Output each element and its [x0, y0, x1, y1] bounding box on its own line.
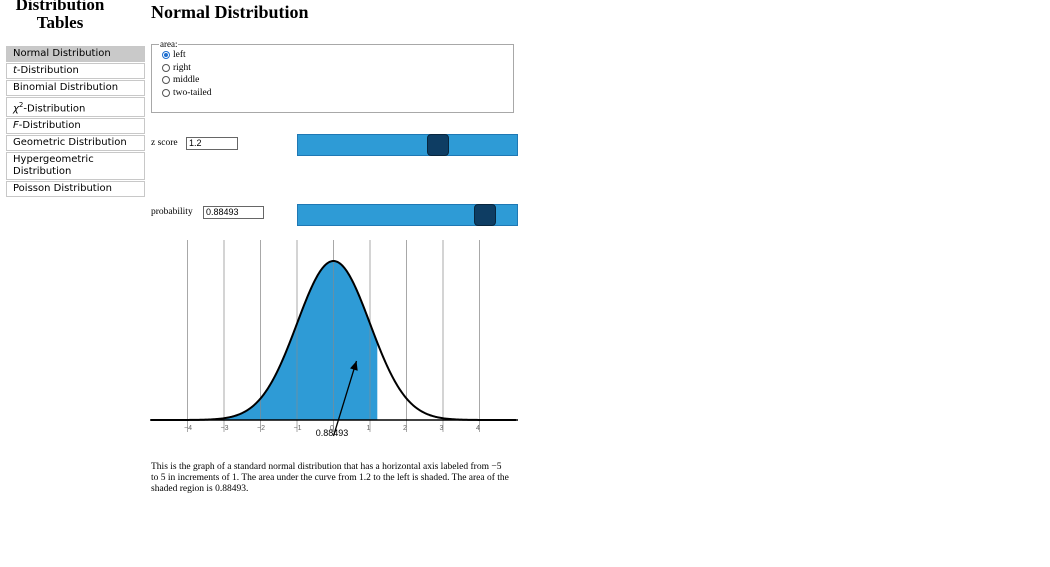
sidebar-item-label: -Distribution — [16, 65, 79, 76]
area-option-1[interactable]: right — [162, 62, 513, 75]
sidebar-item-superscript: 2 — [18, 101, 24, 109]
sidebar-item-label: Normal Distribution — [13, 48, 111, 59]
sidebar-item-6[interactable]: Hypergeometric Distribution — [6, 152, 145, 181]
probability-input[interactable]: 0.88493 — [203, 206, 264, 219]
shaded-area — [151, 261, 378, 420]
area-legend: area: — [160, 39, 178, 49]
sidebar-item-label: Geometric Distribution — [13, 137, 127, 149]
area-radio-button[interactable] — [162, 51, 170, 60]
probability-slider[interactable] — [297, 204, 518, 226]
x-tick-label-3: −1 — [294, 425, 302, 432]
zscore-slider[interactable] — [297, 134, 518, 156]
sidebar-title-line2: Tables — [36, 13, 84, 32]
sidebar-item-prefix: F — [13, 120, 19, 132]
x-tick-label-7: 3 — [440, 425, 444, 432]
area-fieldset: area: left right middle two-tailed — [151, 39, 514, 113]
sidebar-item-1[interactable]: t-Distribution — [6, 63, 145, 79]
sidebar-item-label: Binomial Distribution — [13, 82, 119, 93]
area-option-0[interactable]: left — [162, 49, 513, 62]
page-title: Normal Distribution — [151, 2, 309, 22]
area-arrowhead — [350, 361, 358, 371]
x-tick-label-1: −3 — [221, 425, 229, 432]
sidebar-item-3[interactable]: χ2-Distribution — [6, 97, 145, 118]
zscore-slider-handle[interactable] — [427, 134, 450, 156]
probability-slider-handle[interactable] — [474, 204, 497, 226]
x-tick-label-4: 0 — [330, 425, 334, 432]
x-tick-label-8: 4 — [476, 425, 480, 432]
sidebar-item-prefix: χ — [13, 103, 19, 115]
sidebar-title: Distribution Tables — [6, 0, 114, 32]
area-option-label: right — [173, 62, 191, 73]
x-tick-label-0: −4 — [184, 425, 192, 432]
area-option-3[interactable]: two-tailed — [162, 87, 513, 100]
normal-distribution-graph: −4 −3 −2 −1 0 1 2 3 4 0.88493 — [150, 240, 518, 438]
sidebar-item-prefix: t — [13, 65, 17, 76]
sidebar-title-line1: Distribution — [15, 0, 105, 14]
sidebar-item-7[interactable]: Poisson Distribution — [6, 181, 145, 198]
sidebar-item-5[interactable]: Geometric Distribution — [6, 135, 145, 152]
area-option-label: middle — [173, 75, 200, 86]
area-arrow — [332, 360, 358, 437]
sidebar-item-label: -Distribution — [18, 120, 81, 132]
x-tick-label-5: 1 — [367, 425, 371, 432]
x-tick-label-6: 2 — [403, 425, 407, 432]
normal-curve — [151, 259, 516, 421]
sidebar-item-label: Hypergeometric Distribution — [13, 154, 94, 178]
area-option-2[interactable]: middle — [162, 74, 513, 87]
sidebar-nav: Normal Distribution t-Distribution Binomia… — [6, 46, 145, 198]
area-value-label: 0.88493 — [316, 428, 349, 438]
x-tick-label-2: −2 — [257, 425, 265, 432]
sidebar-item-4[interactable]: F-Distribution — [6, 118, 145, 135]
area-option-label: left — [173, 50, 186, 61]
zscore-label: z score — [151, 138, 178, 148]
sidebar-item-label: -Distribution — [23, 103, 86, 115]
sidebar-item-label: Poisson Distribution — [13, 183, 112, 195]
sidebar-item-2[interactable]: Binomial Distribution — [6, 80, 145, 96]
sidebar-item-0[interactable]: Normal Distribution — [6, 46, 145, 62]
area-radio-button[interactable] — [162, 76, 170, 85]
probability-label: probability — [151, 207, 193, 217]
area-option-label: two-tailed — [173, 87, 212, 98]
area-radio-group: left right middle two-tailed — [162, 49, 513, 99]
area-radio-button[interactable] — [162, 63, 170, 72]
zscore-input[interactable]: 1.2 — [186, 137, 238, 150]
graph-description: This is the graph of a standard normal d… — [151, 462, 509, 494]
area-radio-button[interactable] — [162, 88, 170, 97]
